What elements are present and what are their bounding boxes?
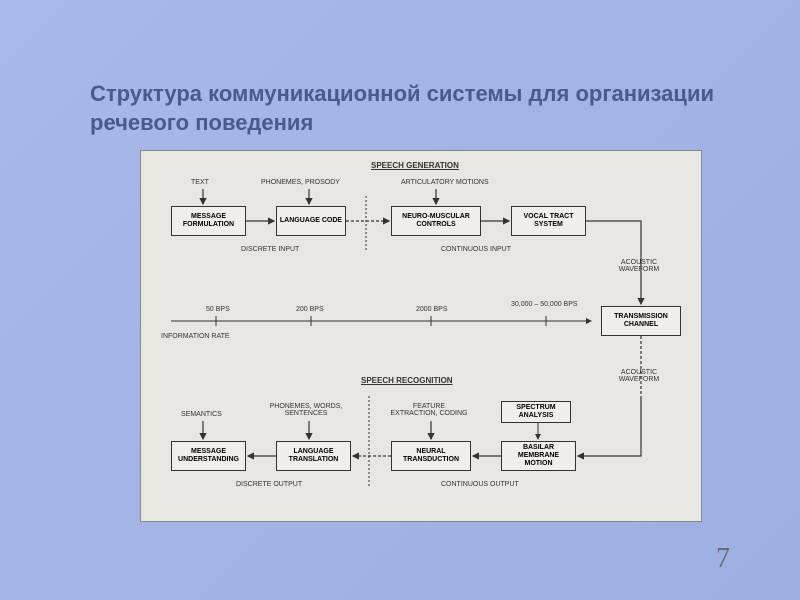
page-number: 7 xyxy=(716,543,730,575)
box-message-understanding: MESSAGE UNDERSTANDING xyxy=(171,441,246,471)
diagram-container: SPEECH GENERATION SPEECH RECOGNITION MES… xyxy=(140,150,702,522)
label-discrete-output: DISCRETE OUTPUT xyxy=(236,481,302,488)
box-neural-transduction: NEURAL TRANSDUCTION xyxy=(391,441,471,471)
box-basilar-membrane: BASILAR MEMBRANE MOTION xyxy=(501,441,576,471)
box-message-formulation: MESSAGE FORMULATION xyxy=(171,206,246,236)
label-text: TEXT xyxy=(191,179,209,186)
section-speech-rec: SPEECH RECOGNITION xyxy=(361,376,453,385)
label-acoustic-1: ACOUSTIC WAVEFORM xyxy=(609,259,669,273)
label-phonemes-prosody: PHONEMES, PROSODY xyxy=(261,179,340,186)
label-phonemes-words: PHONEMES, WORDS, SENTENCES xyxy=(266,403,346,417)
section-speech-gen: SPEECH GENERATION xyxy=(371,161,459,170)
label-50bps: 50 BPS xyxy=(206,306,230,313)
box-vocal-tract: VOCAL TRACT SYSTEM xyxy=(511,206,586,236)
label-discrete-input: DISCRETE INPUT xyxy=(241,246,299,253)
label-feature-extraction: FEATURE EXTRACTION, CODING xyxy=(389,403,469,417)
label-continuous-input: CONTINUOUS INPUT xyxy=(441,246,511,253)
label-30000bps: 30,000 – 50,000 BPS xyxy=(511,301,578,308)
label-acoustic-2: ACOUSTIC WAVEFORM xyxy=(609,369,669,383)
slide-title: Структура коммуникационной системы для о… xyxy=(90,80,740,137)
label-200bps: 200 BPS xyxy=(296,306,324,313)
box-language-code: LANGUAGE CODE xyxy=(276,206,346,236)
box-neuro-muscular: NEURO-MUSCULAR CONTROLS xyxy=(391,206,481,236)
label-2000bps: 2000 BPS xyxy=(416,306,448,313)
label-info-rate: INFORMATION RATE xyxy=(161,333,230,340)
label-semantics: SEMANTICS xyxy=(181,411,222,418)
flowchart-diagram: SPEECH GENERATION SPEECH RECOGNITION MES… xyxy=(141,151,701,521)
box-language-translation: LANGUAGE TRANSLATION xyxy=(276,441,351,471)
box-spectrum-analysis: SPECTRUM ANALYSIS xyxy=(501,401,571,423)
box-transmission: TRANSMISSION CHANNEL xyxy=(601,306,681,336)
label-articulatory: ARTICULATORY MOTIONS xyxy=(401,179,489,186)
label-continuous-output: CONTINUOUS OUTPUT xyxy=(441,481,519,488)
